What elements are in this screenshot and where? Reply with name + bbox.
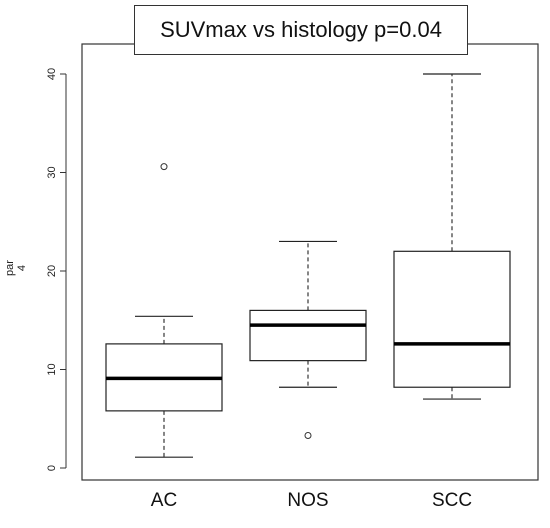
y-tick-label-1: 10 xyxy=(46,363,58,375)
y-tick-label-2: 20 xyxy=(46,265,58,277)
iqr-box-NOS xyxy=(249,309,367,362)
x-axis-labels: AC NOS SCC xyxy=(151,490,472,511)
y-tick-label-3: 30 xyxy=(46,166,58,178)
y-axis-label: par 4 xyxy=(4,260,28,276)
box-NOS xyxy=(249,240,367,439)
outlier-AC-0 xyxy=(160,163,168,171)
y-axis: 0 10 20 30 40 xyxy=(46,68,67,471)
x-category-label-NOS: NOS xyxy=(287,490,328,511)
box-AC xyxy=(105,163,223,458)
box-layer xyxy=(105,73,511,458)
x-category-label-AC: AC xyxy=(151,490,177,511)
box-SCC xyxy=(393,73,511,400)
outlier-NOS-0 xyxy=(304,431,312,439)
iqr-box-SCC xyxy=(393,250,511,388)
y-tick-label-4: 40 xyxy=(46,68,58,80)
chart-title: SUVmax vs histology p=0.04 xyxy=(134,5,468,55)
x-category-label-SCC: SCC xyxy=(432,490,472,511)
y-tick-label-0: 0 xyxy=(46,465,58,471)
